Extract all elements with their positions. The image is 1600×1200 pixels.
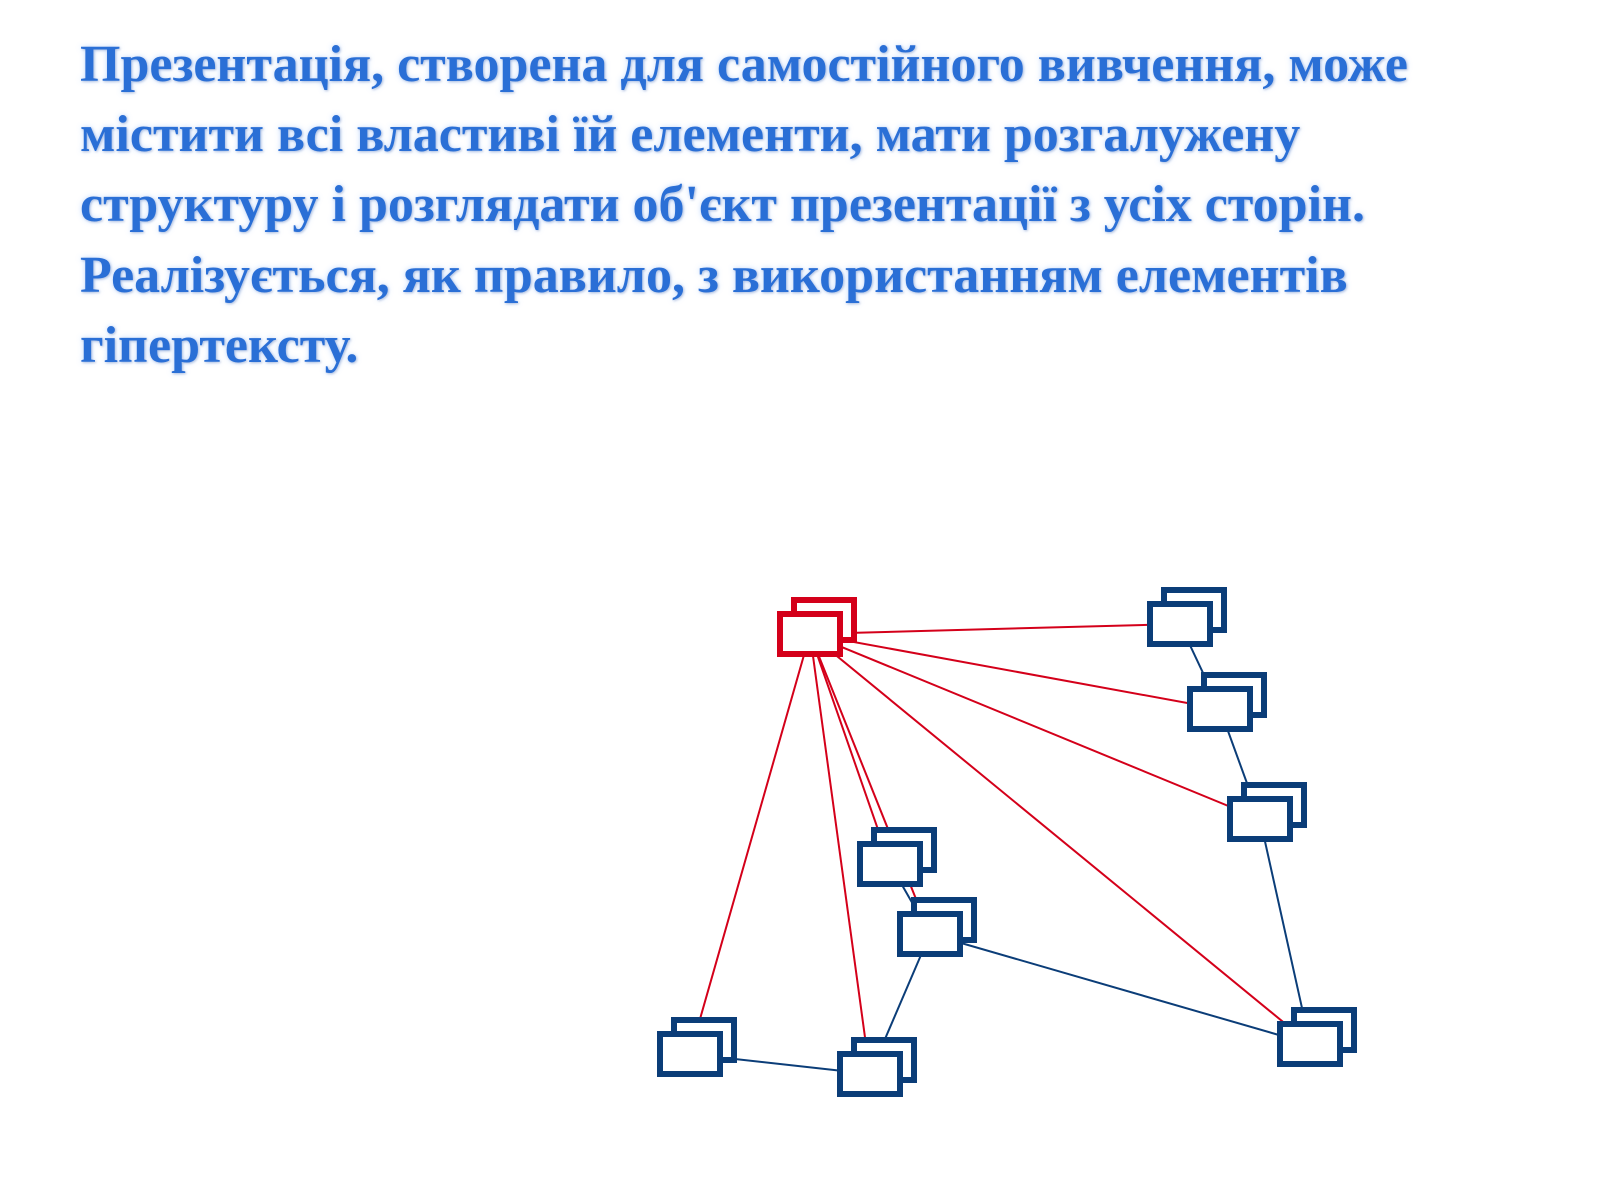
node-icon	[1150, 590, 1224, 644]
slide-body-text: Презентація, створена для самостійного в…	[80, 30, 1480, 381]
node-icon	[660, 1020, 734, 1074]
node-icon	[860, 830, 934, 884]
edge	[930, 934, 1310, 1044]
slide: Презентація, створена для самостійного в…	[0, 0, 1600, 1200]
node-icon	[1230, 785, 1304, 839]
node-icon	[1280, 1010, 1354, 1064]
node-icon	[1190, 675, 1264, 729]
edge	[810, 624, 1180, 634]
node-icon	[900, 900, 974, 954]
root-node-icon	[780, 600, 854, 654]
network-svg	[600, 560, 1450, 1160]
node-icon	[840, 1040, 914, 1094]
edge	[690, 634, 810, 1054]
hypertext-network-diagram	[600, 560, 1450, 1160]
edge	[810, 634, 930, 934]
